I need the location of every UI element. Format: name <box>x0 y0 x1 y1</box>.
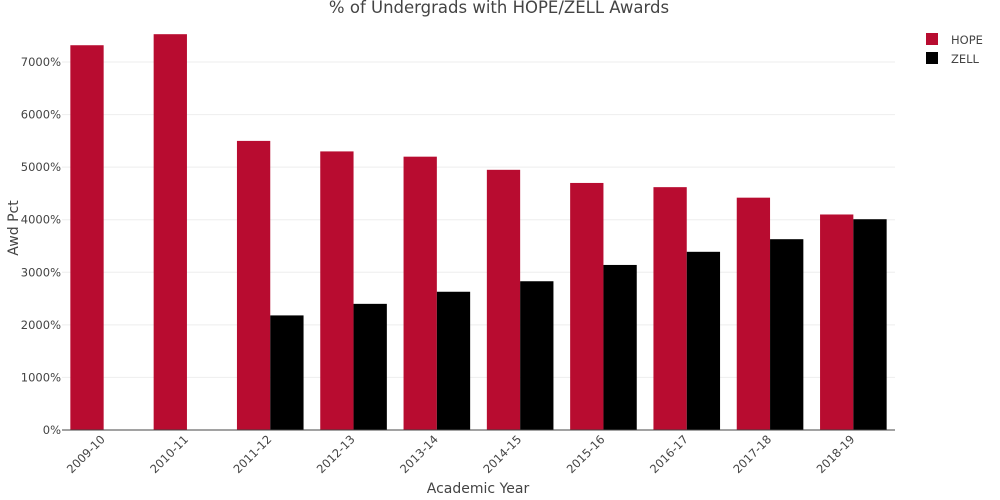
y-tick-label: 0% <box>43 423 61 437</box>
bar-hope-2009-10[interactable] <box>70 45 104 430</box>
y-tick-label: 7000% <box>21 55 61 69</box>
y-axis-title: Awd Pct <box>6 200 22 256</box>
x-tick-label: 2018-19 <box>814 432 858 476</box>
bar-zell-2012-13[interactable] <box>353 303 387 430</box>
x-tick-label: 2017-18 <box>730 432 774 476</box>
bar-hope-2015-16[interactable] <box>570 182 604 430</box>
bar-hope-2010-11[interactable] <box>153 34 187 430</box>
y-tick-label: 6000% <box>21 108 61 122</box>
legend-label-hope: HOPE <box>951 33 983 47</box>
x-tick-label: 2015-16 <box>564 432 608 476</box>
y-tick-label: 4000% <box>21 213 61 227</box>
bar-zell-2016-17[interactable] <box>686 251 721 430</box>
bar-zell-2014-15[interactable] <box>520 281 554 430</box>
bar-zell-2011-12[interactable] <box>270 315 304 430</box>
gridlines <box>62 61 895 378</box>
bar-zell-2018-19[interactable] <box>853 219 887 430</box>
x-tick-label: 2013-14 <box>397 432 441 476</box>
bar-hope-2012-13[interactable] <box>320 151 354 430</box>
x-tick-label: 2009-10 <box>64 432 108 476</box>
legend-swatch-hope <box>926 33 938 45</box>
bar-zell-2013-14[interactable] <box>436 291 471 430</box>
bar-hope-2018-19[interactable] <box>820 214 854 430</box>
bar-hope-2014-15[interactable] <box>486 169 521 431</box>
x-tick-label: 2012-13 <box>314 432 358 476</box>
bars <box>70 34 887 431</box>
x-tick-label: 2014-15 <box>480 432 524 476</box>
legend[interactable]: HOPE ZELL <box>926 33 983 66</box>
y-tick-label: 3000% <box>21 265 61 279</box>
bar-zell-2015-16[interactable] <box>603 264 637 430</box>
bar-hope-2013-14[interactable] <box>403 156 437 430</box>
x-tick-label: 2010-11 <box>147 432 191 476</box>
legend-swatch-zell <box>926 52 938 64</box>
y-axis-ticks: 0% 1000% 2000% 3000% 4000% 5000% 6000% 7000% <box>21 55 61 437</box>
legend-label-zell: ZELL <box>951 52 980 66</box>
bar-hope-2016-17[interactable] <box>653 187 687 430</box>
x-axis-title: Academic Year <box>427 481 530 497</box>
x-axis-ticks: 2009-10 2010-11 2011-12 2012-13 2013-14 2014-… <box>64 432 858 476</box>
bar-zell-2017-18[interactable] <box>770 239 804 430</box>
legend-item-hope[interactable]: HOPE <box>926 33 983 47</box>
bar-hope-2017-18[interactable] <box>736 197 771 430</box>
bar-hope-2011-12[interactable] <box>236 140 271 430</box>
x-tick-label: 2016-17 <box>647 432 691 476</box>
y-tick-label: 5000% <box>21 160 61 174</box>
legend-item-zell[interactable]: ZELL <box>926 52 980 66</box>
x-tick-label: 2011-12 <box>230 432 274 476</box>
chart-title: % of Undergrads with HOPE/ZELL Awards <box>329 0 669 17</box>
y-tick-label: 1000% <box>21 370 61 384</box>
y-tick-label: 2000% <box>21 318 61 332</box>
